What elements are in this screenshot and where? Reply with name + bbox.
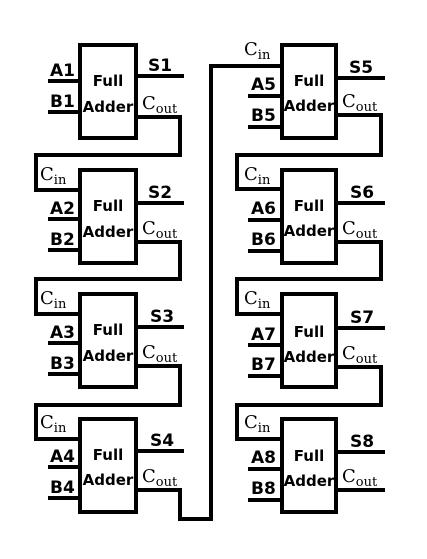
box-label-bottom: Adder xyxy=(83,471,134,489)
carry-out-label: Cout xyxy=(142,218,178,242)
full-adder-1: Full Adder A1 B1 S1 Cout xyxy=(50,43,178,140)
box-label-bottom: Adder xyxy=(83,98,134,116)
input-b-label: B7 xyxy=(251,355,276,375)
box-label-bottom: Adder xyxy=(284,472,335,490)
carry-out-label: Cout xyxy=(342,343,378,367)
input-b-label: B4 xyxy=(50,478,75,498)
box-label-top: Full xyxy=(294,447,324,465)
box-label-top: Full xyxy=(93,321,123,339)
carry-out-label: Cout xyxy=(342,91,378,115)
carry-out-label: Cout xyxy=(342,218,378,242)
box-label-top: Full xyxy=(294,323,324,341)
full-adder-box xyxy=(280,292,338,389)
input-b-label: B2 xyxy=(50,230,75,250)
full-adder-8: Full Adder Cin A8 B8 S8 Cout xyxy=(244,412,378,514)
carry-in-label: Cin xyxy=(244,288,271,312)
box-label-bottom: Adder xyxy=(83,347,134,365)
input-b-label: B1 xyxy=(50,92,75,112)
full-adder-box xyxy=(78,168,138,265)
full-adder-box xyxy=(78,43,138,140)
carry-in-label: Cin xyxy=(244,39,271,63)
carry-in-label: Cin xyxy=(40,288,67,312)
full-adder-box xyxy=(78,292,138,389)
carry-in-label: Cin xyxy=(244,164,271,188)
sum-output-label: S2 xyxy=(148,183,172,203)
carry-in-label: Cin xyxy=(40,412,67,436)
full-adder-box xyxy=(78,417,138,514)
input-b-label: B8 xyxy=(251,479,276,499)
full-adder-7: Full Adder Cin A7 B7 S7 Cout xyxy=(244,288,378,389)
box-label-bottom: Adder xyxy=(284,348,335,366)
sum-output-label: S3 xyxy=(150,307,174,327)
full-adder-5: Full Adder Cin A5 B5 S5 Cout xyxy=(244,39,378,140)
carry-1-2-wire xyxy=(34,115,182,192)
full-adder-4: Full Adder Cin A4 B4 S4 Cout xyxy=(40,412,178,514)
full-adder-2: Full Adder Cin A2 B2 S2 Cout xyxy=(40,164,178,265)
sum-output-label: S6 xyxy=(350,183,374,203)
sum-output-label: S8 xyxy=(350,432,374,452)
carry-out-label: Cout xyxy=(142,93,178,117)
carry-in-label: Cin xyxy=(244,412,271,436)
box-label-top: Full xyxy=(93,446,123,464)
input-a-label: A6 xyxy=(251,199,276,219)
carry-6-7-wire xyxy=(235,240,383,316)
box-label-top: Full xyxy=(294,197,324,215)
carry-5-6-wire xyxy=(235,113,383,191)
input-a-label: A5 xyxy=(251,75,276,95)
wires xyxy=(34,64,385,521)
carry-out-label: Cout xyxy=(142,342,178,366)
carry-in-label: Cin xyxy=(40,164,67,188)
carry-7-8-wire xyxy=(235,365,383,441)
input-b-label: B5 xyxy=(251,106,276,126)
full-adder-box xyxy=(280,417,338,514)
box-label-top: Full xyxy=(93,197,123,215)
carry-out-label: Cout xyxy=(142,466,178,490)
carry-2-3-wire xyxy=(34,240,182,316)
sum-output-label: S4 xyxy=(150,431,174,451)
input-a-label: A3 xyxy=(50,323,75,343)
input-b-label: B6 xyxy=(251,230,276,250)
full-adder-6: Full Adder Cin A6 B6 S6 Cout xyxy=(244,164,378,265)
carry-4-5-wire xyxy=(134,64,284,521)
box-label-bottom: Adder xyxy=(284,222,335,240)
box-label-bottom: Adder xyxy=(83,223,134,241)
input-a-label: A7 xyxy=(251,325,276,345)
box-label-top: Full xyxy=(93,72,123,90)
input-b-label: B3 xyxy=(50,354,75,374)
box-label-bottom: Adder xyxy=(284,97,335,115)
box-label-top: Full xyxy=(294,72,324,90)
input-a-label: A2 xyxy=(50,199,75,219)
input-a-label: A1 xyxy=(50,61,75,81)
input-a-label: A4 xyxy=(50,447,75,467)
input-a-label: A8 xyxy=(251,448,276,468)
full-adder-3: Full Adder Cin A3 B3 S3 Cout xyxy=(40,288,178,389)
carry-3-4-wire xyxy=(34,364,182,441)
full-adder-box xyxy=(280,168,338,265)
sum-output-label: S1 xyxy=(148,56,172,76)
full-adder-box xyxy=(280,43,338,140)
sum-output-label: S7 xyxy=(350,308,374,328)
carry-out-label: Cout xyxy=(342,466,378,490)
sum-output-label: S5 xyxy=(349,58,373,78)
